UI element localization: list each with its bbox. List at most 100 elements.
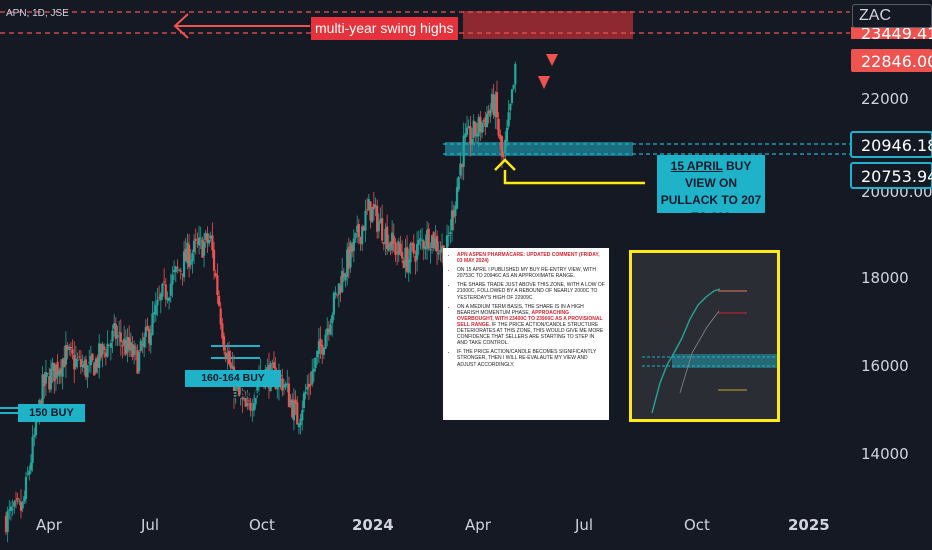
candle-body	[169, 283, 172, 296]
candle-body	[356, 225, 359, 232]
candle-body	[397, 241, 400, 256]
candle-body	[406, 247, 409, 272]
candle-body	[409, 243, 412, 263]
candle-body	[244, 397, 247, 407]
candle-body	[101, 343, 104, 355]
candle-body	[437, 252, 440, 255]
candle-body	[282, 385, 286, 388]
candle-body	[291, 399, 294, 418]
candle-body	[202, 241, 206, 256]
price-tag-top: 23449.41	[861, 24, 932, 43]
candle-body	[361, 226, 364, 245]
candle-body	[490, 93, 494, 110]
candle-body	[199, 237, 202, 239]
price-tag-zone-high-bg	[850, 131, 932, 158]
candle-body	[163, 281, 166, 283]
candle-body	[124, 340, 127, 355]
commentary-note: APN ASPEN PHARMACARE: UPDATED COMMENT (F…	[443, 248, 609, 420]
candle-body	[439, 249, 442, 252]
candle-body	[118, 332, 121, 334]
candle-body	[221, 323, 224, 339]
candle-body	[28, 470, 31, 475]
time-axis[interactable]: Apr Jul Oct 2024 Apr Jul Oct 2025	[36, 516, 830, 534]
candle-body	[33, 434, 36, 437]
inset-chart-svg	[632, 253, 777, 419]
candle-body	[467, 126, 470, 129]
candle-body	[71, 349, 74, 354]
candle-body	[114, 323, 117, 339]
candle-body	[68, 347, 71, 351]
candle-body	[485, 113, 489, 128]
swing-high-zone	[463, 11, 633, 39]
candle-body	[505, 127, 509, 142]
candle-body	[341, 270, 344, 293]
candle-body	[316, 350, 319, 358]
candle-body	[415, 243, 419, 260]
candle-body	[197, 237, 201, 246]
candle-body	[131, 343, 134, 358]
candle-body	[204, 232, 207, 240]
candle-body	[450, 210, 454, 231]
candle-body	[472, 120, 475, 138]
candle-body	[44, 371, 48, 384]
candle-body	[141, 343, 144, 346]
candle-body	[182, 251, 186, 278]
candle-body	[18, 500, 21, 502]
candle-body	[121, 344, 124, 347]
candle-body	[480, 122, 484, 133]
down-triangle-icon-2	[538, 76, 550, 89]
candle-body	[302, 393, 306, 408]
candle-body	[144, 327, 147, 337]
candle-body	[151, 313, 154, 335]
candle-body	[139, 340, 142, 351]
candle-body	[156, 299, 159, 306]
candle-body	[177, 269, 181, 271]
candle-body	[23, 496, 26, 502]
candle-body	[386, 226, 389, 249]
candle-body	[93, 362, 96, 376]
candle-body	[367, 199, 370, 211]
candle-body	[271, 363, 274, 365]
candle-body	[336, 294, 339, 296]
candle-body	[84, 359, 87, 377]
candle-body	[14, 500, 18, 502]
candle-body	[419, 238, 422, 240]
note-item: ON A MEDIUM TERM BASIS, THE SHARE IS IN …	[457, 304, 605, 347]
candle-body	[242, 397, 246, 399]
candle-body	[189, 260, 192, 265]
candle-body	[309, 384, 312, 386]
price-tag-zone-low: 20753.94	[861, 167, 932, 186]
candle-body	[94, 358, 97, 373]
candle-body	[168, 297, 171, 301]
candle-body	[332, 292, 335, 315]
candle-body	[247, 400, 251, 402]
buy-view-text: BUY VIEW ON PULLACK TO 207 TO 209	[660, 159, 762, 224]
price-axis[interactable]: 22000 18000 16000 14000 20000.00	[861, 90, 932, 463]
candle-body	[344, 274, 347, 281]
candle-body	[179, 270, 182, 272]
candle-body	[211, 235, 214, 251]
candle-body	[477, 117, 480, 137]
price-tag-zone-low-bg	[850, 162, 932, 189]
candle-body	[236, 387, 239, 389]
arrows-layer	[173, 13, 645, 185]
candle-body	[126, 336, 129, 353]
price-tags: 23449.41 22846.00 20946.18 20753.94	[850, 24, 932, 189]
candle-body	[342, 272, 345, 278]
candle-body	[299, 418, 302, 426]
candle-body	[484, 117, 487, 128]
candle-body	[4, 515, 8, 533]
buy-idea-callout: 150 BUY IDEA	[18, 404, 85, 437]
candle-body	[349, 242, 352, 268]
candle-body	[354, 232, 357, 239]
candle-body	[430, 235, 434, 249]
candle-body	[59, 368, 63, 374]
candle-body	[457, 176, 460, 190]
candle-body	[227, 351, 231, 364]
candle-body	[474, 121, 477, 136]
swing-highs-label: multi-year swing highs	[311, 17, 458, 40]
candle-body	[13, 501, 16, 507]
candle-body	[249, 402, 252, 411]
currency-button[interactable]: ZAC	[852, 4, 932, 28]
y-tick-label: 16000	[861, 357, 909, 375]
